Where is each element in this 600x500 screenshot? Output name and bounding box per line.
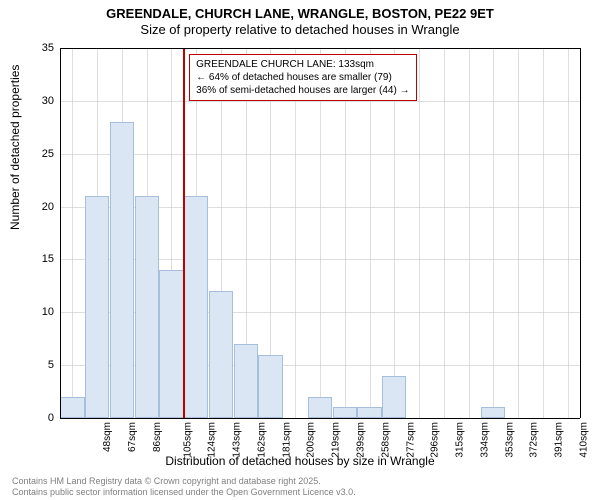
x-tick-label: 315sqm	[455, 422, 466, 458]
top-axis-line	[60, 48, 580, 49]
x-tick-label: 143sqm	[232, 422, 243, 458]
grid-line-vertical	[493, 48, 494, 418]
x-tick-label: 181sqm	[281, 422, 292, 458]
annotation-line-2: ← 64% of detached houses are smaller (79…	[196, 71, 409, 84]
y-axis-label: Number of detached properties	[8, 65, 22, 230]
footer-attribution: Contains HM Land Registry data © Crown c…	[12, 476, 356, 498]
annotation-box: GREENDALE CHURCH LANE: 133sqm← 64% of de…	[189, 54, 416, 101]
grid-line-vertical	[518, 48, 519, 418]
grid-line-vertical	[295, 48, 296, 418]
histogram-bar	[234, 344, 258, 418]
histogram-bar	[258, 355, 282, 418]
x-tick-label: 296sqm	[430, 422, 441, 458]
histogram-bar	[333, 407, 357, 418]
chart-title-main: GREENDALE, CHURCH LANE, WRANGLE, BOSTON,…	[0, 6, 600, 21]
x-tick-label: 391sqm	[554, 422, 565, 458]
histogram-bar	[357, 407, 381, 418]
grid-line-vertical	[543, 48, 544, 418]
x-tick-label: 48sqm	[102, 422, 113, 452]
x-tick-label: 86sqm	[152, 422, 163, 452]
histogram-bar	[85, 196, 109, 418]
x-tick-label: 277sqm	[405, 422, 416, 458]
histogram-bar	[184, 196, 208, 418]
histogram-bar	[135, 196, 159, 418]
y-tick-label: 10	[42, 306, 54, 318]
x-tick-label: 124sqm	[207, 422, 218, 458]
x-tick-label: 105sqm	[182, 422, 193, 458]
y-tick-label: 25	[42, 148, 54, 160]
grid-line-vertical	[444, 48, 445, 418]
x-tick-label: 67sqm	[127, 422, 138, 452]
chart-container: GREENDALE, CHURCH LANE, WRANGLE, BOSTON,…	[0, 0, 600, 500]
x-tick-label: 162sqm	[257, 422, 268, 458]
y-tick-label: 0	[48, 412, 54, 424]
x-tick-label: 410sqm	[578, 422, 589, 458]
histogram-bar	[60, 397, 84, 418]
y-axis-line	[60, 48, 61, 418]
histogram-bar	[308, 397, 332, 418]
reference-line	[183, 48, 185, 418]
x-tick-label: 200sqm	[306, 422, 317, 458]
annotation-line-3: 36% of semi-detached houses are larger (…	[196, 84, 409, 97]
y-tick-label: 15	[42, 253, 54, 265]
grid-line-vertical	[568, 48, 569, 418]
histogram-bar	[209, 291, 233, 418]
grid-line-vertical	[370, 48, 371, 418]
grid-line-vertical	[469, 48, 470, 418]
x-tick-label: 372sqm	[529, 422, 540, 458]
grid-line-vertical	[394, 48, 395, 418]
x-axis-line	[60, 418, 580, 419]
histogram-bar	[159, 270, 183, 418]
right-axis-line	[580, 48, 581, 418]
x-tick-label: 258sqm	[380, 422, 391, 458]
grid-line-vertical	[419, 48, 420, 418]
y-tick-label: 5	[48, 359, 54, 371]
histogram-bar	[481, 407, 505, 418]
y-tick-label: 30	[42, 95, 54, 107]
x-tick-label: 334sqm	[479, 422, 490, 458]
histogram-bar	[110, 122, 134, 418]
histogram-bar	[382, 376, 406, 418]
x-tick-label: 353sqm	[504, 422, 515, 458]
x-tick-label: 239sqm	[356, 422, 367, 458]
chart-title-sub: Size of property relative to detached ho…	[0, 22, 600, 37]
grid-line-vertical	[320, 48, 321, 418]
annotation-line-1: GREENDALE CHURCH LANE: 133sqm	[196, 58, 409, 71]
x-tick-label: 219sqm	[331, 422, 342, 458]
grid-line-vertical	[72, 48, 73, 418]
y-tick-label: 35	[42, 42, 54, 54]
footer-line-1: Contains HM Land Registry data © Crown c…	[12, 476, 356, 487]
footer-line-2: Contains public sector information licen…	[12, 487, 356, 498]
y-tick-label: 20	[42, 201, 54, 213]
x-axis-label: Distribution of detached houses by size …	[0, 454, 600, 468]
plot-area: 0510152025303548sqm67sqm86sqm105sqm124sq…	[60, 48, 580, 418]
grid-line-vertical	[345, 48, 346, 418]
